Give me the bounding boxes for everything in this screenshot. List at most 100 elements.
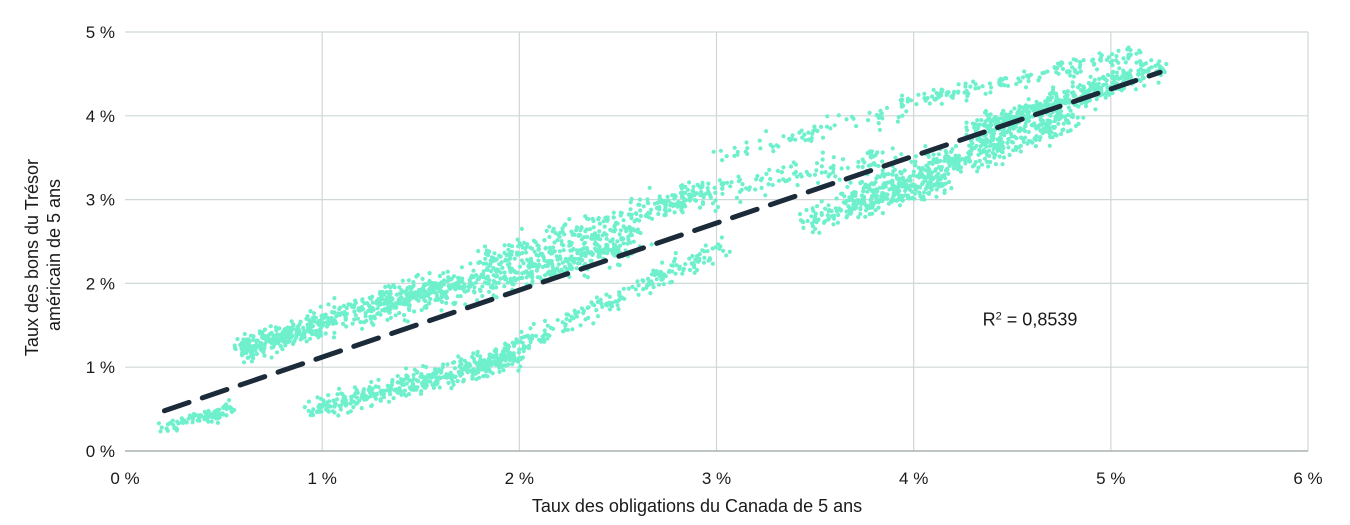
data-point [217, 407, 222, 412]
data-point [499, 260, 504, 265]
data-point [295, 326, 300, 331]
data-point [299, 332, 304, 337]
data-point [643, 213, 648, 219]
data-point [235, 337, 240, 342]
data-point [399, 291, 404, 296]
data-point [858, 205, 863, 210]
data-point [590, 236, 595, 241]
data-point [681, 266, 686, 271]
data-point [536, 253, 541, 258]
data-point [964, 120, 969, 125]
data-point [812, 219, 818, 224]
data-point [603, 215, 608, 220]
data-point [292, 338, 297, 343]
data-point [323, 331, 328, 336]
data-point [602, 224, 607, 229]
grid-lines [125, 31, 1309, 451]
data-point [760, 176, 765, 181]
data-point [506, 257, 511, 262]
data-point [848, 180, 853, 185]
data-point [968, 152, 974, 157]
data-point [651, 285, 656, 290]
data-point [874, 176, 879, 181]
data-point [916, 92, 921, 97]
data-point [253, 348, 258, 353]
data-point [979, 162, 985, 167]
data-point [482, 358, 487, 363]
data-point [324, 404, 330, 409]
x-tick-label: 2 % [505, 469, 534, 488]
data-point [337, 386, 342, 391]
data-point [165, 428, 170, 433]
data-point [479, 272, 484, 277]
data-point [1128, 48, 1133, 53]
data-point [379, 296, 384, 302]
data-point [558, 230, 563, 235]
data-point [578, 323, 583, 328]
data-point [692, 198, 698, 203]
data-point [909, 98, 914, 103]
data-point [609, 304, 615, 309]
data-point [229, 406, 234, 411]
data-point [987, 139, 992, 144]
r-squared-value: = 0,8539 [1002, 309, 1078, 329]
data-point [398, 389, 403, 394]
data-point [673, 202, 678, 208]
data-point [942, 188, 947, 193]
data-point [755, 173, 760, 179]
data-point [953, 153, 958, 158]
data-point [781, 134, 786, 139]
data-point [893, 155, 898, 160]
data-point [764, 171, 769, 176]
data-point [489, 355, 494, 360]
data-point [412, 295, 418, 300]
data-point [899, 152, 904, 157]
x-tick-label: 6 % [1293, 469, 1322, 488]
data-point [598, 237, 603, 242]
data-point [1097, 51, 1102, 56]
data-point [1082, 85, 1087, 90]
data-point [991, 146, 996, 151]
data-point [873, 208, 878, 213]
data-point [587, 227, 593, 232]
data-point [289, 319, 294, 324]
data-point [594, 247, 599, 252]
data-point [932, 160, 937, 165]
data-point [492, 348, 497, 354]
data-point [1002, 76, 1008, 81]
data-point [441, 271, 446, 276]
data-point [877, 185, 882, 190]
data-point [976, 165, 981, 170]
data-point [336, 413, 341, 418]
data-point [612, 251, 617, 257]
data-point [569, 314, 574, 319]
data-point [669, 263, 674, 268]
data-point [269, 355, 274, 360]
data-point [801, 225, 806, 230]
data-point [605, 246, 611, 251]
data-point [331, 335, 337, 340]
data-point [1097, 57, 1103, 62]
data-point [382, 306, 387, 311]
data-point [698, 193, 703, 198]
data-point [844, 215, 849, 220]
data-point [1075, 115, 1080, 120]
data-point [625, 241, 630, 246]
data-point [412, 367, 417, 372]
data-point [607, 294, 612, 299]
data-point [448, 286, 453, 291]
data-point [600, 250, 605, 255]
data-point [832, 123, 837, 128]
data-point [972, 125, 977, 130]
data-point [203, 415, 208, 420]
data-point [1054, 91, 1059, 96]
data-point [693, 191, 698, 196]
data-point [1140, 62, 1145, 67]
data-point [248, 348, 253, 353]
data-point [678, 190, 684, 196]
data-point [759, 185, 764, 190]
data-point [494, 285, 499, 290]
data-point [871, 154, 876, 159]
data-point [956, 89, 961, 94]
data-point [1049, 102, 1054, 107]
